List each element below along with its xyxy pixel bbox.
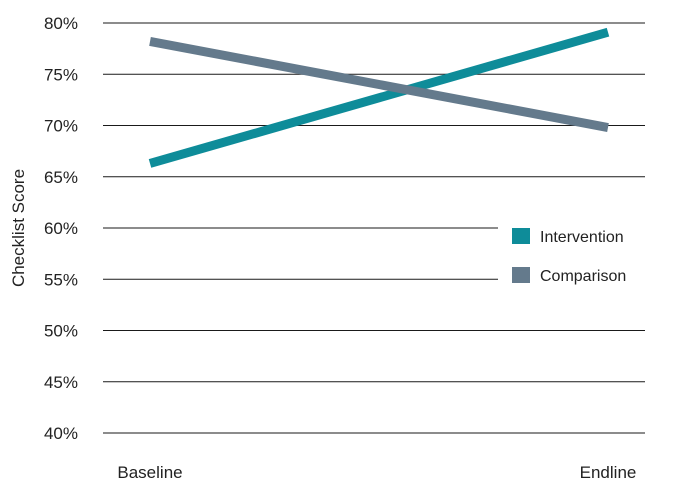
series-lines [148,27,610,168]
legend-swatch [512,267,530,283]
x-tick-label: Baseline [117,463,182,482]
gridlines [103,22,645,434]
x-tick-label: Endline [580,463,637,482]
y-tick-label: 65% [44,168,78,187]
legend-label: Intervention [540,229,624,246]
series-line-intervention [148,27,610,168]
x-tick-labels: Baseline Endline [117,463,636,482]
y-axis-title: Checklist Score [9,169,28,287]
legend-label: Comparison [540,268,626,285]
y-tick-label: 40% [44,424,78,443]
y-tick-label: 55% [44,270,78,289]
legend: Intervention Comparison [498,212,646,294]
y-tick-label: 50% [44,322,78,341]
y-tick-label: 60% [44,219,78,238]
legend-swatch [512,228,530,244]
series-line-comparison [149,37,609,132]
y-tick-label: 80% [44,14,78,33]
y-tick-labels: 40% 45% 50% 55% 60% 65% 70% 75% 80% [44,14,78,443]
y-tick-label: 75% [44,65,78,84]
y-tick-label: 45% [44,373,78,392]
y-tick-label: 70% [44,117,78,136]
